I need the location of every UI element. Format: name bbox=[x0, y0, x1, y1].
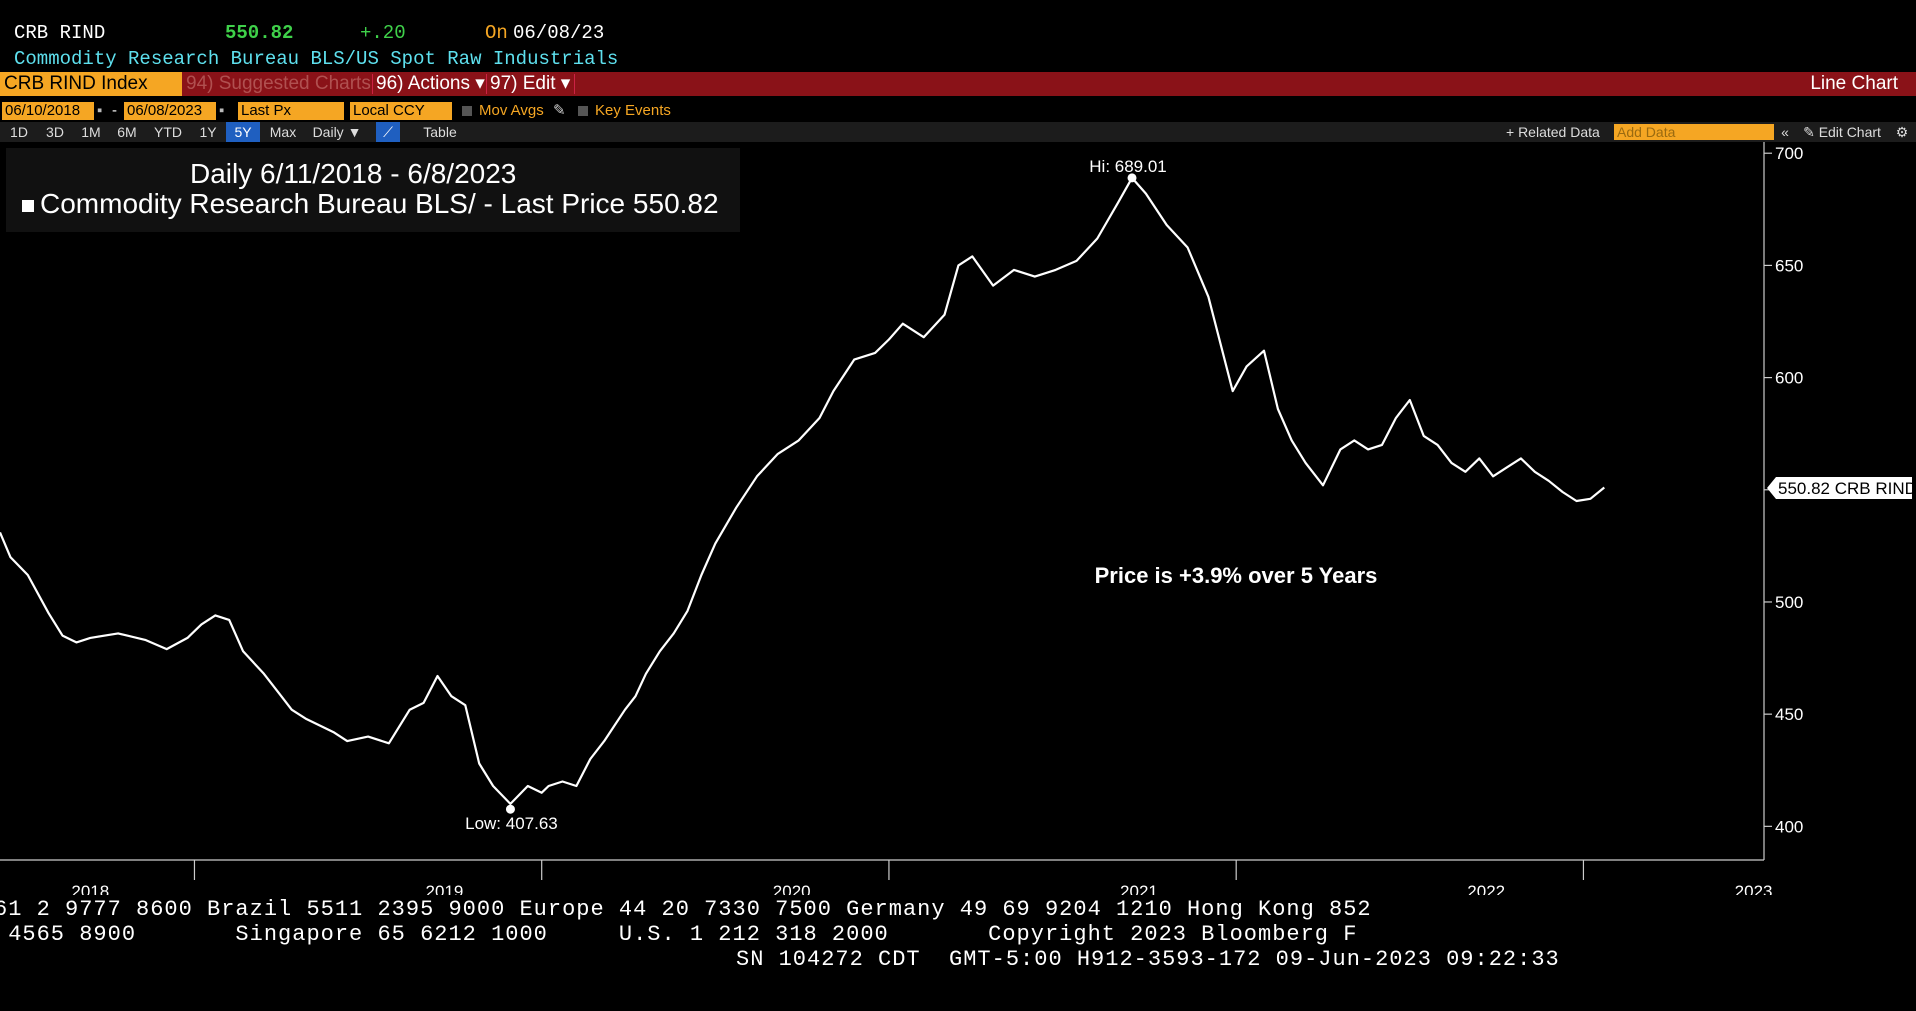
x-tick-label: 2020 bbox=[773, 882, 811, 895]
currency-selector[interactable]: Local CCY bbox=[350, 102, 452, 120]
footer-line-2: 4565 8900 Singapore 65 6212 1000 U.S. 1 … bbox=[0, 922, 1358, 947]
period-6m[interactable]: 6M bbox=[117, 124, 137, 140]
last-price: 550.82 bbox=[225, 22, 294, 44]
y-tick-label: 650 bbox=[1775, 256, 1803, 275]
line-chart-icon[interactable]: ⟋ bbox=[376, 122, 400, 142]
high-label: Hi: 689.01 bbox=[1089, 157, 1167, 176]
menu-bar: CRB RIND Index 94) Suggested Charts 96) … bbox=[0, 72, 1916, 96]
y-tick-label: 600 bbox=[1775, 369, 1803, 388]
start-date-field[interactable]: 06/10/2018 bbox=[2, 102, 94, 120]
legend-period: Daily 6/11/2018 - 6/8/2023 bbox=[190, 158, 517, 189]
legend-series: Commodity Research Bureau BLS/ - Last Pr… bbox=[22, 188, 719, 220]
legend-last-price: 550.82 bbox=[632, 188, 719, 219]
period-ytd[interactable]: YTD bbox=[154, 124, 182, 140]
series-line-crb-rind bbox=[0, 176, 1605, 806]
mov-avgs-checkbox[interactable] bbox=[462, 106, 472, 116]
index-tab[interactable]: CRB RIND Index bbox=[0, 72, 182, 96]
y-tick-label: 400 bbox=[1775, 817, 1803, 836]
x-axis: 2018 2019 2020 2021 2022 2023 bbox=[0, 859, 1773, 895]
x-tick-label: 2021 bbox=[1120, 882, 1158, 895]
low-marker bbox=[505, 804, 515, 814]
security-name: Commodity Research Bureau BLS/US Spot Ra… bbox=[14, 48, 619, 70]
period-1d[interactable]: 1D bbox=[10, 124, 28, 140]
quote-header: CRB RIND 550.82 +.20 On 06/08/23 Commodi… bbox=[0, 0, 1916, 72]
actions-menu[interactable]: 96) Actions ▾ bbox=[376, 73, 485, 94]
legend-swatch bbox=[22, 199, 34, 212]
y-tick-label: 450 bbox=[1775, 705, 1803, 724]
chart-type-label[interactable]: Line Chart bbox=[1810, 73, 1898, 94]
on-label: On bbox=[485, 22, 508, 44]
period-max[interactable]: Max bbox=[269, 124, 297, 140]
mov-avgs-label: Mov Avgs bbox=[479, 102, 544, 119]
ticker-symbol: CRB RIND bbox=[14, 22, 106, 44]
table-button[interactable]: Table bbox=[423, 124, 457, 140]
x-tick-label: 2022 bbox=[1467, 882, 1505, 895]
suggested-charts-button[interactable]: 94) Suggested Charts bbox=[186, 73, 371, 94]
performance-note: Price is +3.9% over 5 Years bbox=[1095, 563, 1378, 588]
high-marker bbox=[1127, 173, 1137, 183]
y-axis: 400450500550600650700 bbox=[1763, 142, 1803, 860]
key-events-checkbox[interactable] bbox=[578, 106, 588, 116]
period-1m[interactable]: 1M bbox=[81, 124, 101, 140]
collapse-icon[interactable]: « bbox=[1781, 124, 1789, 140]
frequency-selector[interactable]: Daily ▼ bbox=[312, 124, 362, 140]
options-bar: 06/10/2018 ▪ - 06/08/2023 ▪ Last Px Loca… bbox=[0, 100, 1916, 122]
field-selector[interactable]: Last Px bbox=[238, 102, 344, 120]
last-price-tag bbox=[1767, 476, 1912, 499]
y-tick-label: 700 bbox=[1775, 144, 1803, 163]
period-toolbar: 1D 3D 1M 6M YTD 1Y 5Y Max Daily ▼ ⟋ Tabl… bbox=[0, 122, 1916, 142]
x-tick-label: 2019 bbox=[426, 882, 464, 895]
period-3d[interactable]: 3D bbox=[46, 124, 64, 140]
period-1y[interactable]: 1Y bbox=[199, 124, 217, 140]
edit-menu[interactable]: 97) Edit ▾ bbox=[490, 73, 571, 94]
x-tick-label: 2023 bbox=[1735, 882, 1773, 895]
calendar-icon[interactable]: ▪ bbox=[97, 102, 103, 119]
footer-line-1: 61 2 9777 8600 Brazil 5511 2395 9000 Eur… bbox=[0, 897, 1372, 922]
legend-series-name: Commodity Research Bureau BLS/ - Last Pr… bbox=[40, 188, 626, 219]
gear-icon[interactable]: ⚙ bbox=[1895, 124, 1909, 140]
x-tick-label: 2018 bbox=[71, 882, 109, 895]
period-5y[interactable]: 5Y bbox=[226, 122, 260, 142]
quote-date: 06/08/23 bbox=[513, 22, 605, 44]
pencil-icon[interactable]: ✎ bbox=[553, 102, 566, 119]
price-change: +.20 bbox=[360, 22, 406, 44]
key-events-label: Key Events bbox=[595, 102, 671, 119]
chart-legend: Daily 6/11/2018 - 6/8/2023 Commodity Res… bbox=[6, 148, 740, 232]
terminal-footer: 61 2 9777 8600 Brazil 5511 2395 9000 Eur… bbox=[0, 895, 1916, 1011]
low-label: Low: 407.63 bbox=[465, 814, 558, 833]
end-date-field[interactable]: 06/08/2023 bbox=[124, 102, 216, 120]
price-chart: 400450500550600650700 201820192020202120… bbox=[0, 142, 1916, 895]
chart-annotations: Hi: 689.01 Low: 407.63 550.82 CRB RIND Pric… bbox=[465, 157, 1916, 833]
edit-chart-button[interactable]: ✎ Edit Chart bbox=[1803, 124, 1881, 140]
last-price-tag-label: 550.82 CRB RIND bbox=[1778, 479, 1916, 498]
add-data-input[interactable]: Add Data bbox=[1614, 124, 1774, 140]
edit-chart-label: Edit Chart bbox=[1818, 124, 1881, 140]
related-data-button[interactable]: + Related Data bbox=[1506, 124, 1600, 140]
footer-line-3: SN 104272 CDT GMT-5:00 H912-3593-172 09-… bbox=[736, 947, 1560, 972]
y-tick-label: 500 bbox=[1775, 593, 1803, 612]
calendar-icon[interactable]: ▪ bbox=[219, 102, 225, 119]
